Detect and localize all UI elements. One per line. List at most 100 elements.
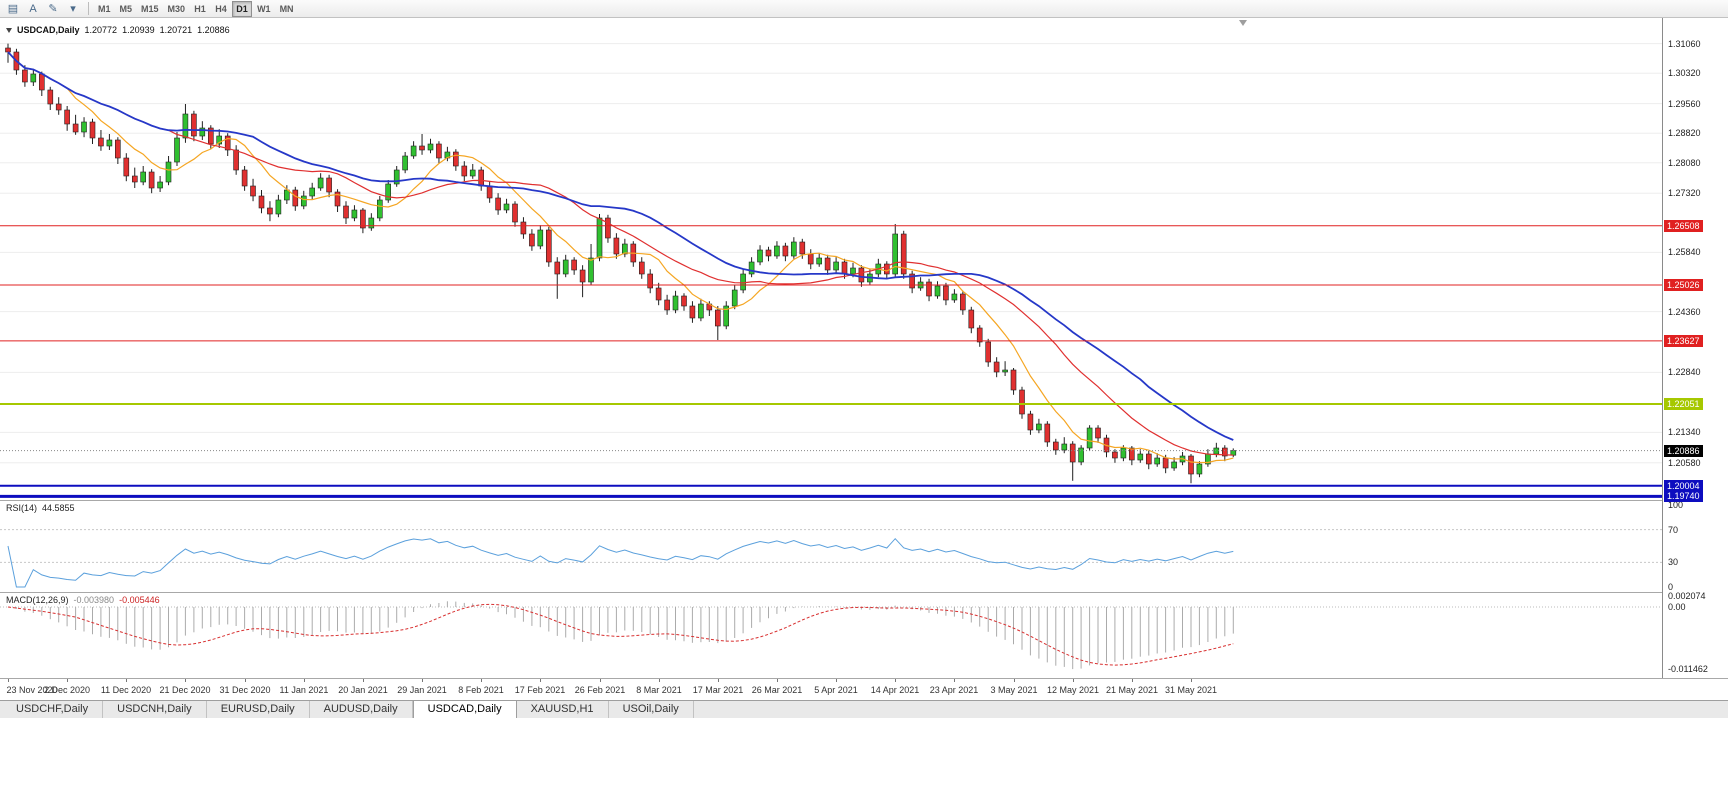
rsi-value: 44.5855	[42, 503, 75, 513]
tf-button-h4[interactable]: H4	[215, 3, 227, 14]
price-level-badge: 1.25026	[1664, 278, 1703, 291]
ohlc-high: 1.20939	[122, 25, 155, 35]
tf-button-w1[interactable]: W1	[257, 3, 271, 14]
chart-tab-usoil-daily[interactable]: USOil,Daily	[608, 701, 694, 718]
time-axis-label: 26 Feb 2021	[574, 685, 626, 695]
time-axis-tick	[777, 679, 778, 682]
time-axis-label: 17 Mar 2021	[692, 685, 744, 695]
time-axis-tick	[422, 679, 423, 682]
time-axis-label: 8 Mar 2021	[636, 685, 682, 695]
time-axis-label: 20 Jan 2021	[338, 685, 388, 695]
rsi-axis-label: 30	[1668, 557, 1679, 568]
time-axis-tick	[1132, 679, 1133, 682]
time-axis-tick	[954, 679, 955, 682]
time-axis-label: 11 Jan 2021	[279, 685, 329, 695]
price-level-badge: 1.23627	[1664, 334, 1703, 347]
tool-dropdown-icon[interactable]: ▾	[70, 3, 76, 15]
time-axis-tick	[659, 679, 660, 682]
macd-name: MACD(12,26,9)	[6, 595, 69, 605]
tf-button-mn[interactable]: MN	[279, 3, 294, 14]
time-axis-label: 23 Nov 2020	[6, 685, 58, 695]
ma-line-mid	[7, 51, 1234, 456]
time-axis-tick	[245, 679, 246, 682]
time-axis-tick	[304, 679, 305, 682]
price-axis-label: 1.24360	[1668, 306, 1701, 317]
chart-tab-usdcad-daily[interactable]: USDCAD,Daily	[412, 701, 517, 718]
pane-splitter[interactable]	[0, 500, 1728, 501]
macd-signal-line	[7, 603, 1234, 666]
rsi-pane[interactable]	[0, 501, 1662, 592]
draw-tool-icon[interactable]: ✎	[48, 3, 58, 15]
time-axis-tick	[1014, 679, 1015, 682]
time-axis-tick	[718, 679, 719, 682]
price-axis-label: 1.28820	[1668, 128, 1701, 139]
time-axis-label: 23 Apr 2021	[929, 685, 979, 695]
ma-line-slow	[7, 51, 1234, 441]
rsi-name: RSI(14)	[6, 503, 38, 513]
tf-button-m30[interactable]: M30	[167, 3, 186, 14]
time-axis-tick	[67, 679, 68, 682]
time-axis-label: 31 May 2021	[1164, 685, 1218, 695]
tf-button-d1[interactable]: D1	[232, 0, 253, 17]
price-axis-label: 1.29560	[1668, 98, 1701, 109]
time-axis[interactable]: 23 Nov 2020 2 Dec 2020 11 Dec 2020 21 Dec 2…	[0, 679, 1662, 700]
time-axis-label: 21 Dec 2020	[159, 685, 211, 695]
time-axis-tick	[126, 679, 127, 682]
current-price-badge: 1.20886	[1664, 444, 1703, 457]
rsi-line	[7, 537, 1234, 588]
time-axis-tick	[481, 679, 482, 682]
macd-label: MACD(12,26,9) -0.003980 -0.005446	[6, 595, 160, 605]
time-axis-label: 14 Apr 2021	[870, 685, 920, 695]
macd-value: -0.003980	[73, 595, 115, 605]
macd-axis-label: -0.011462	[1668, 664, 1708, 674]
chart-info-bar: USDCAD,Daily 1.20772 1.20939 1.20721 1.2…	[6, 25, 230, 35]
time-axis-tick	[540, 679, 541, 682]
time-axis-label: 5 Apr 2021	[814, 685, 858, 695]
time-axis-label: 2 Dec 2020	[43, 685, 91, 695]
time-axis-label: 3 May 2021	[990, 685, 1038, 695]
time-axis-label: 11 Dec 2020	[100, 685, 152, 695]
grid-lines	[0, 43, 1662, 464]
chart-tab-usdchf-daily[interactable]: USDCHF,Daily	[2, 701, 104, 718]
charts-list-icon[interactable]: ▤	[7, 3, 19, 15]
chart-tab-eurusd-daily[interactable]: EURUSD,Daily	[206, 701, 310, 718]
price-axis-label: 1.31060	[1668, 38, 1701, 49]
macd-axis-label: 0.00	[1668, 602, 1686, 612]
tf-button-m1[interactable]: M1	[98, 3, 111, 14]
ohlc-open: 1.20772	[84, 25, 118, 35]
time-axis-tick	[185, 679, 186, 682]
price-axis-label: 1.21340	[1668, 427, 1701, 438]
price-chart-pane[interactable]	[0, 18, 1662, 500]
time-axis-label: 31 Dec 2020	[219, 685, 271, 695]
price-axis[interactable]: 1.31060 1.30320 1.29560 1.28820 1.28080 1.273…	[1662, 18, 1728, 678]
moving-averages	[7, 51, 1234, 464]
tf-button-m15[interactable]: M15	[141, 3, 159, 14]
time-axis-label: 8 Feb 2021	[458, 685, 504, 695]
chart-tab-audusd-daily[interactable]: AUDUSD,Daily	[309, 701, 413, 718]
time-axis-tick	[895, 679, 896, 682]
ma-line-fast	[7, 51, 1234, 464]
price-axis-label: 1.30320	[1668, 68, 1701, 79]
chart-shift-marker[interactable]	[1239, 20, 1247, 26]
chart-tab-usdcnh-daily[interactable]: USDCNH,Daily	[103, 701, 207, 718]
toolbar-separator	[88, 2, 89, 15]
macd-pane[interactable]	[0, 593, 1662, 678]
macd-histogram	[15, 601, 1234, 670]
tf-button-h1[interactable]: H1	[194, 3, 206, 14]
main-toolbar: ▤ A ✎ ▾ M1 M5 M15 M30 H1 H4 D1 W1 MN	[0, 0, 1728, 18]
pane-splitter[interactable]	[0, 592, 1728, 593]
time-axis-tick	[8, 679, 9, 682]
price-level-badge: 1.20004	[1664, 479, 1703, 492]
time-axis-label: 29 Jan 2021	[397, 685, 447, 695]
chart-tab-xauusd-h1[interactable]: XAUUSD,H1	[516, 701, 609, 718]
text-tool-icon[interactable]: A	[29, 2, 37, 15]
price-level-badge: 1.26508	[1664, 219, 1703, 232]
time-axis-label: 12 May 2021	[1046, 685, 1100, 695]
tf-button-m5[interactable]: M5	[119, 3, 133, 14]
timeframe-toolbar: M1 M5 M15 M30 H1 H4 D1 W1 MN	[94, 0, 298, 17]
time-axis-label: 17 Feb 2021	[514, 685, 566, 695]
symbol-dropdown-icon[interactable]	[6, 27, 12, 33]
macd-axis-label: 0.002074	[1668, 590, 1706, 601]
time-axis-label: 21 May 2021	[1105, 685, 1159, 695]
